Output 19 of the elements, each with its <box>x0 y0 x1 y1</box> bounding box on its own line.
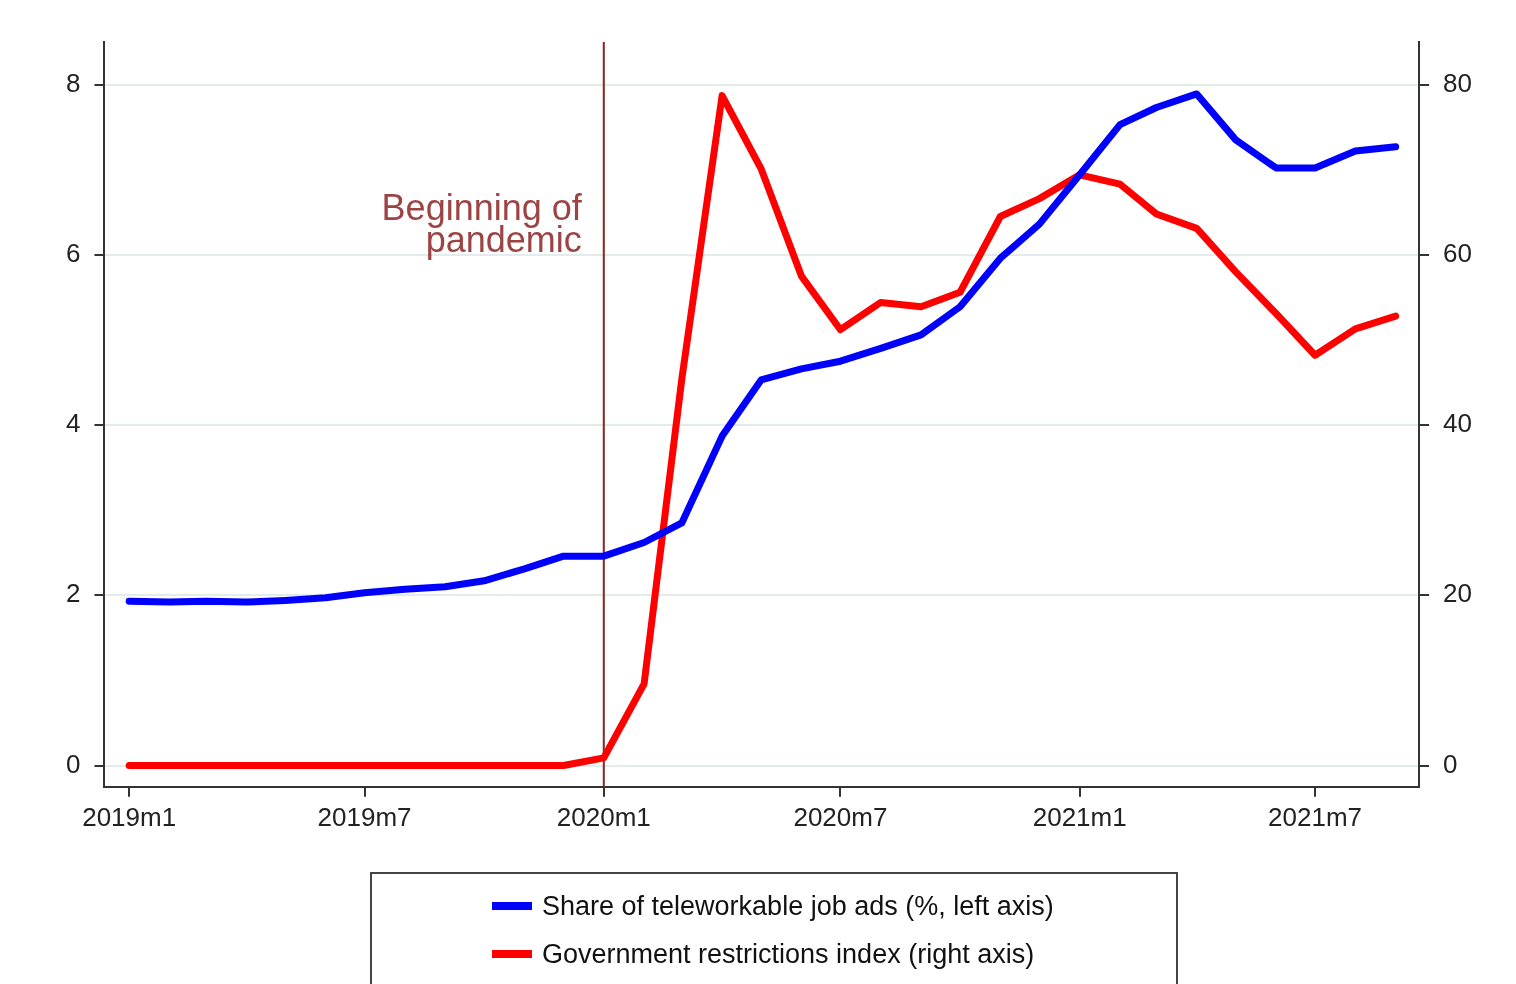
legend-label: Government restrictions index (right axis) <box>542 938 1035 970</box>
y-tick-label: 6 <box>65 237 81 268</box>
x-tick-label: 2020m1 <box>556 801 651 832</box>
x-tick-label: 2020m7 <box>793 801 888 832</box>
y-tick-label: 4 <box>65 408 81 439</box>
y2-tick-label: 0 <box>1443 748 1458 779</box>
y2-tick-label: 20 <box>1443 578 1472 609</box>
y2-tick-label: 80 <box>1443 67 1472 98</box>
legend-label: Share of teleworkable job ads (%, left axis) <box>542 890 1054 922</box>
y-tick-label: 2 <box>65 578 81 609</box>
y2-tick-label: 40 <box>1443 408 1472 439</box>
ref-line-label: Beginning of pandemic <box>381 186 583 260</box>
x-tick-label: 2021m7 <box>1268 801 1363 832</box>
x-tick-label: 2021m1 <box>1032 801 1127 832</box>
x-tick-label: 2019m1 <box>82 801 177 832</box>
x-tick-label: 2019m7 <box>317 801 412 832</box>
y2-tick-label: 60 <box>1443 237 1472 268</box>
y-tick-label: 0 <box>65 748 81 779</box>
y-tick-label: 8 <box>65 67 81 98</box>
